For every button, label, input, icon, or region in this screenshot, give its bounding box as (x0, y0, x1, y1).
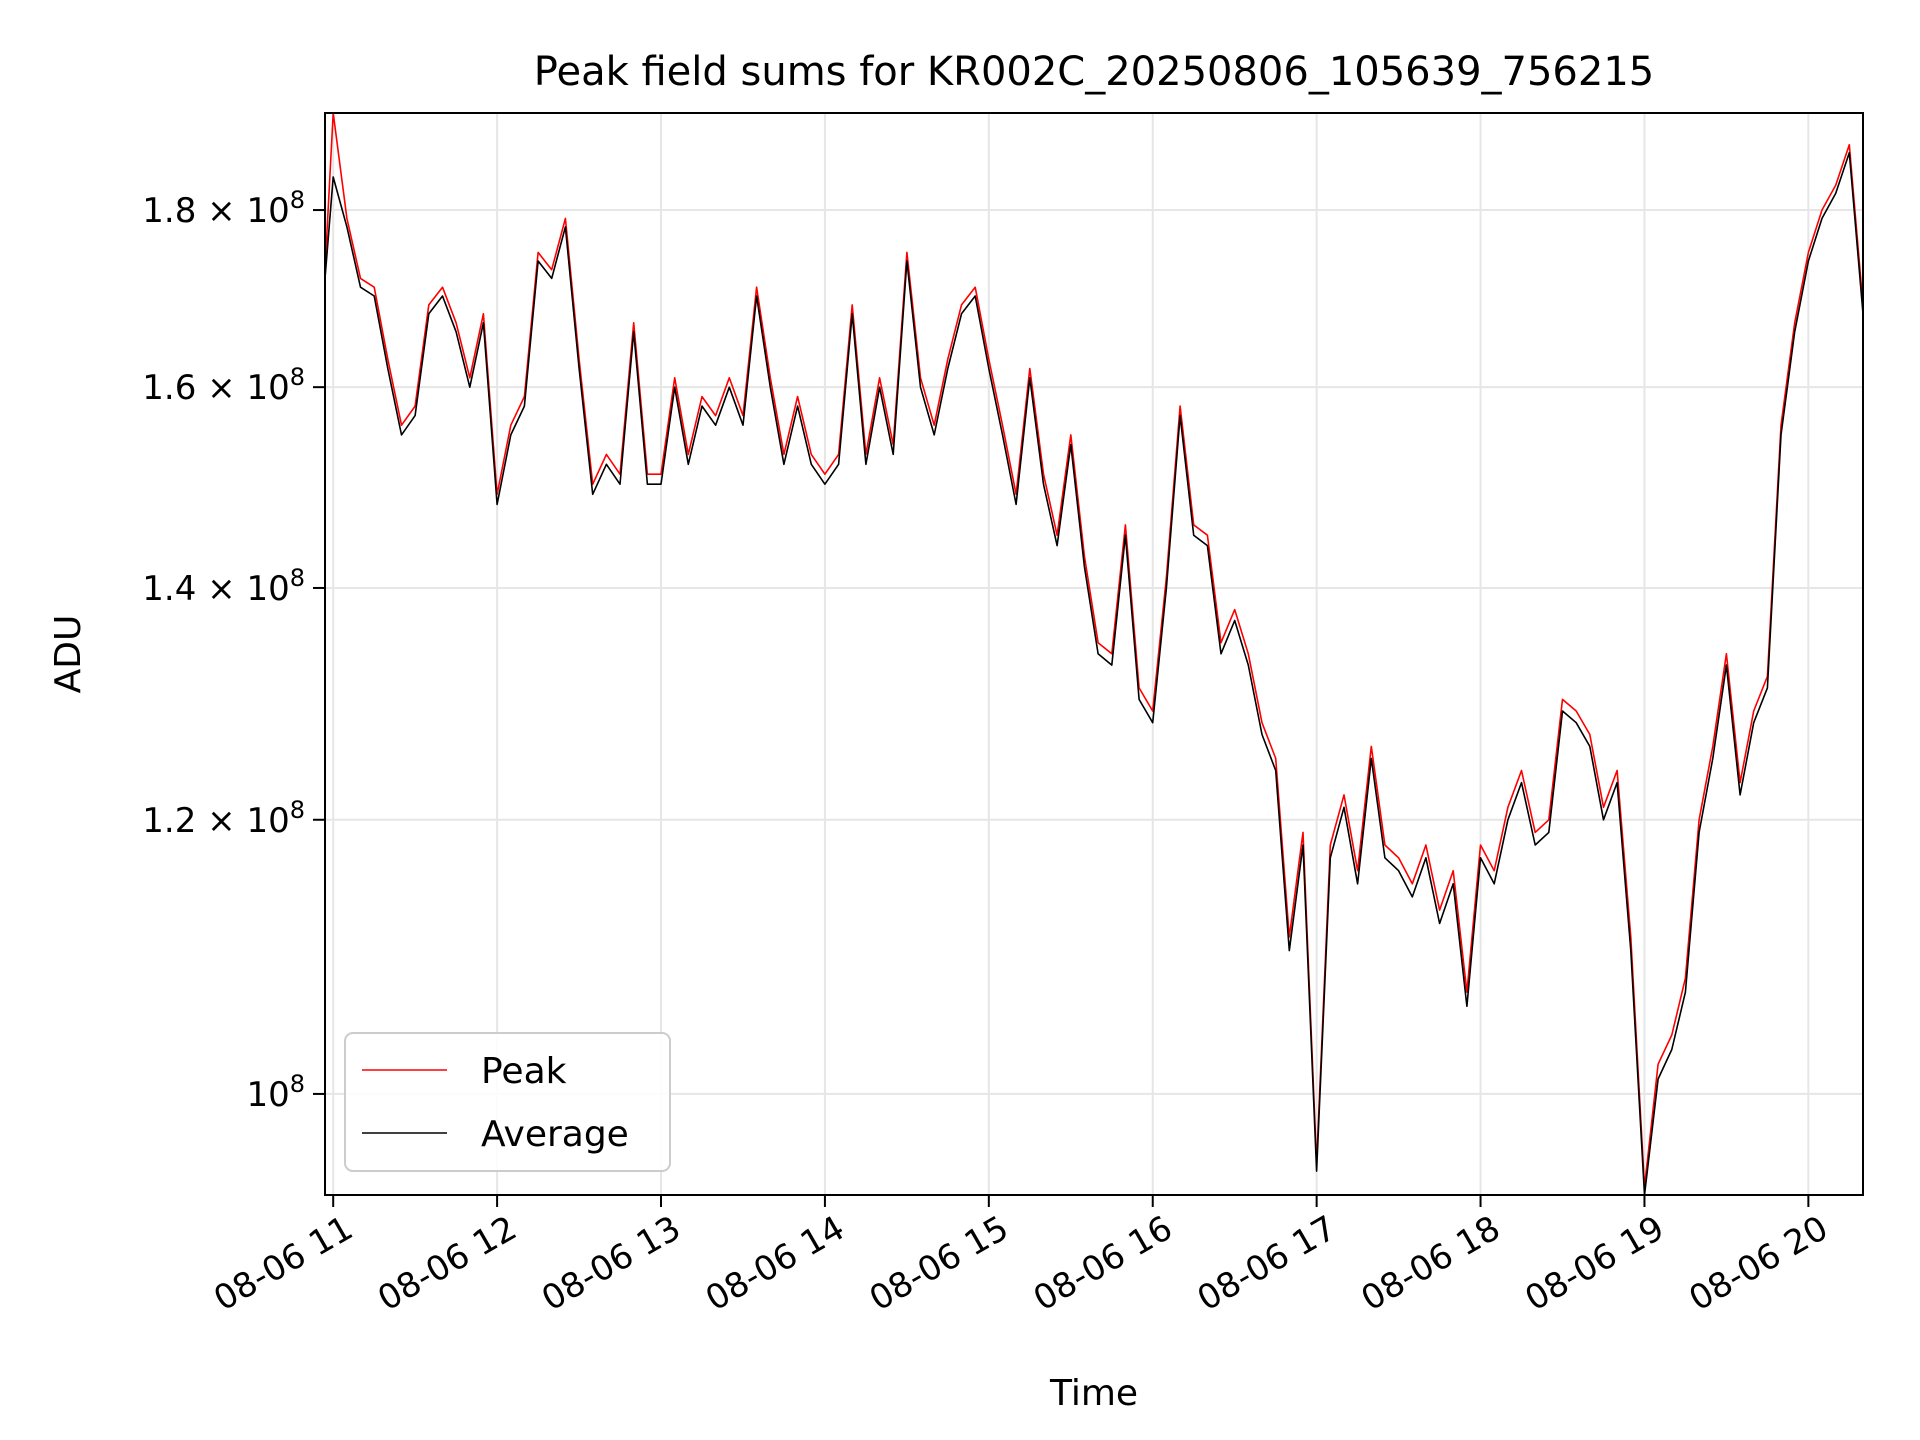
y-tick-label: 1.4 × 108 (142, 564, 305, 609)
y-tick-label: 1.6 × 108 (142, 363, 305, 408)
legend-average-label: Average (481, 1114, 629, 1155)
legend-peak-label: Peak (481, 1051, 567, 1092)
y-tick-label: 1.8 × 108 (142, 186, 305, 231)
legend: Peak Average (344, 1032, 671, 1172)
x-axis-label: Time (1049, 1373, 1138, 1414)
y-tick-label: 1.2 × 108 (142, 796, 305, 841)
series-line-peak (324, 112, 1864, 1188)
plot-frame (324, 112, 1864, 1196)
series-layer (324, 112, 1864, 1196)
series-line-average (324, 151, 1864, 1196)
y-axis-label: ADU (48, 615, 89, 694)
grid (325, 113, 1863, 1195)
chart-title: Peak field sums for KR002C_20250806_1056… (534, 49, 1654, 95)
legend-box (344, 1032, 671, 1172)
